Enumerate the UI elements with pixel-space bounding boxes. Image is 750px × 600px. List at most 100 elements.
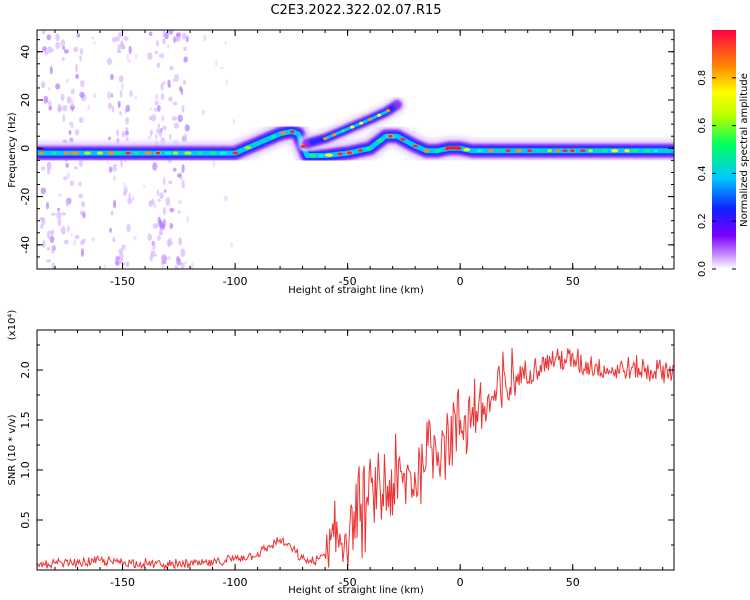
spectrogram-peak <box>446 146 461 150</box>
spectrogram-peak <box>347 151 353 155</box>
spectrogram-noise-dot <box>148 135 151 140</box>
spectrogram-core <box>323 137 328 141</box>
spectrogram-noise-dot <box>114 259 120 266</box>
spectrogram-noise-dot <box>55 33 60 42</box>
spectrogram-noise-dot <box>51 262 56 269</box>
spectrogram-noise-dot <box>55 83 61 90</box>
spectrogram-peak <box>289 130 295 134</box>
spectrogram-noise-dot <box>43 95 49 104</box>
snr-y-tick-label: 0.5 <box>19 511 32 529</box>
spectrogram-noise-dot <box>125 136 129 142</box>
spectrogram-noise-dot <box>78 181 82 187</box>
spectrogram-noise-dot <box>80 80 85 88</box>
spectrogram-noise-dot <box>147 233 153 241</box>
spectrogram-core <box>423 149 430 153</box>
spectrogram-noise-dot <box>74 166 78 170</box>
spectrogram-peak <box>337 152 343 156</box>
spectrogram-noise-dot <box>168 30 174 35</box>
colorbar-label: Normalized spectral amplitude <box>739 73 750 227</box>
spectrogram-noise-dot <box>149 107 153 111</box>
spectrogram-noise-dot <box>121 130 126 138</box>
spectrogram-noise-dot <box>40 224 44 229</box>
snr-y-tick-label: 1.5 <box>19 411 32 429</box>
spectrogram-noise-dot <box>172 101 178 106</box>
spectrogram-noise-dot <box>74 234 80 240</box>
spectrogram-core <box>365 147 372 151</box>
spectrogram-noise-dot <box>81 201 86 208</box>
spectrogram-noise-dot <box>40 187 47 195</box>
spectrogram-core <box>601 149 609 153</box>
spectrogram-noise-dot <box>230 242 234 248</box>
spectrogram-noise-dot <box>62 104 68 112</box>
spectrogram-noise-dot <box>126 223 131 233</box>
spectrogram-noise-dot <box>79 48 84 55</box>
spectrogram-noise-dot <box>173 36 176 44</box>
spectrogram-x-tick-label: 50 <box>566 275 580 288</box>
spectrogram-core <box>184 151 192 155</box>
spectrogram-noise-dot <box>156 62 161 69</box>
spectrogram-noise-dot <box>201 109 206 116</box>
spectrogram-noise-dot <box>61 46 66 50</box>
spectrogram-core <box>271 135 276 139</box>
spectrogram-noise-dot <box>49 66 53 75</box>
spectrogram-noise-dot <box>70 121 75 129</box>
spectrogram-noise-dot <box>61 57 65 61</box>
spectrogram-noise-dot <box>50 230 54 238</box>
spectrogram-noise-dot <box>118 31 123 38</box>
spectrogram-noise-dot <box>110 92 114 96</box>
spectrogram-noise-dot <box>148 200 153 208</box>
spectrogram-noise-dot <box>119 89 123 98</box>
spectrogram-noise-dot <box>148 115 153 121</box>
spectrogram-peak <box>387 134 393 138</box>
spectrogram-x-tick-label: -150 <box>110 275 135 288</box>
spectrogram-noise-dot <box>162 177 166 186</box>
spectrogram-noise-dot <box>183 138 186 142</box>
figure-title: C2E3.2022.322.02.07.R15 <box>270 3 441 18</box>
spectrogram-noise-dot <box>154 100 159 106</box>
spectrogram-noise-dot <box>157 198 161 202</box>
snr-x-tick-label: -100 <box>223 576 248 589</box>
spectrogram-noise-dot <box>70 88 75 95</box>
spectrogram-noise-dot <box>115 36 120 42</box>
spectrogram-noise-dot <box>73 239 76 247</box>
spectrogram-noise-dot <box>154 134 158 140</box>
spectrogram-noise-dot <box>47 46 53 54</box>
spectrogram-noise-dot <box>79 55 82 62</box>
spectrogram-noise-dot <box>120 40 124 47</box>
spectrogram-noise-dot <box>41 30 46 35</box>
spectrogram-core <box>318 153 324 158</box>
spectrogram-core <box>377 113 382 117</box>
spectrogram-core <box>219 151 227 155</box>
colorbar-tick-label: 0.2 <box>697 213 708 229</box>
spectrogram-noise-dot <box>167 79 171 88</box>
spectrogram-noise-dot <box>126 53 129 61</box>
spectrogram-noise-dot <box>167 43 170 50</box>
snr-y-label: SNR (10 * v/v) <box>7 414 18 485</box>
spectrogram-core <box>324 153 333 157</box>
spectrogram-noise-dot <box>129 90 133 98</box>
spectrogram-noise-dot <box>162 125 167 131</box>
spectrogram-panel: -150 -100 -50 0 50 -40 -20 0 20 40 Height of stra… <box>7 29 675 296</box>
spectrogram-noise-dot <box>111 105 115 113</box>
spectrogram-noise-dot <box>125 261 130 267</box>
snr-x-label: Height of straight line (km) <box>288 585 424 596</box>
spectrogram-noise-dot <box>180 88 184 95</box>
spectrogram-peak <box>400 137 406 141</box>
spectrogram-noise-dot <box>81 238 86 243</box>
spectrogram-noise-dot <box>118 75 124 83</box>
snr-frame <box>36 329 675 571</box>
spectrogram-noise-dot <box>57 103 62 113</box>
spectrogram-content <box>37 30 674 269</box>
spectrogram-noise-dot <box>48 87 51 92</box>
spectrogram-core <box>664 149 669 153</box>
spectrogram-noise-dot <box>180 248 186 257</box>
spectrogram-core <box>172 151 179 155</box>
spectrogram-noise-dot <box>156 189 160 196</box>
spectrogram-noise-dot <box>158 231 164 236</box>
spectrogram-core <box>537 149 544 153</box>
spectrogram-noise-dot <box>170 242 174 246</box>
spectrogram-noise-dot <box>74 129 80 136</box>
snr-x-tick-label: 0 <box>457 576 464 589</box>
spectrogram-noise-dot <box>158 219 163 229</box>
